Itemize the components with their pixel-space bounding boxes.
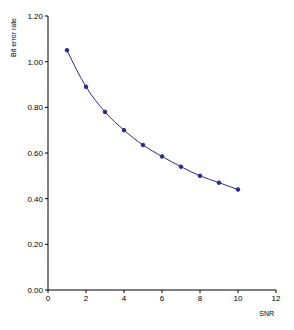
- svg-text:10: 10: [234, 294, 243, 303]
- svg-text:1.00: 1.00: [27, 58, 43, 67]
- svg-text:12: 12: [272, 294, 281, 303]
- svg-text:8: 8: [198, 294, 203, 303]
- svg-text:2: 2: [84, 294, 89, 303]
- svg-text:4: 4: [122, 294, 127, 303]
- svg-text:0.80: 0.80: [27, 103, 43, 112]
- svg-text:1.20: 1.20: [27, 12, 43, 21]
- svg-text:0.60: 0.60: [27, 149, 43, 158]
- svg-text:0.20: 0.20: [27, 240, 43, 249]
- svg-text:SNR: SNR: [259, 310, 274, 317]
- svg-text:0.00: 0.00: [27, 286, 43, 295]
- svg-text:Bit error rate: Bit error rate: [10, 18, 17, 57]
- svg-text:0: 0: [46, 294, 51, 303]
- svg-text:6: 6: [160, 294, 165, 303]
- svg-text:0.40: 0.40: [27, 195, 43, 204]
